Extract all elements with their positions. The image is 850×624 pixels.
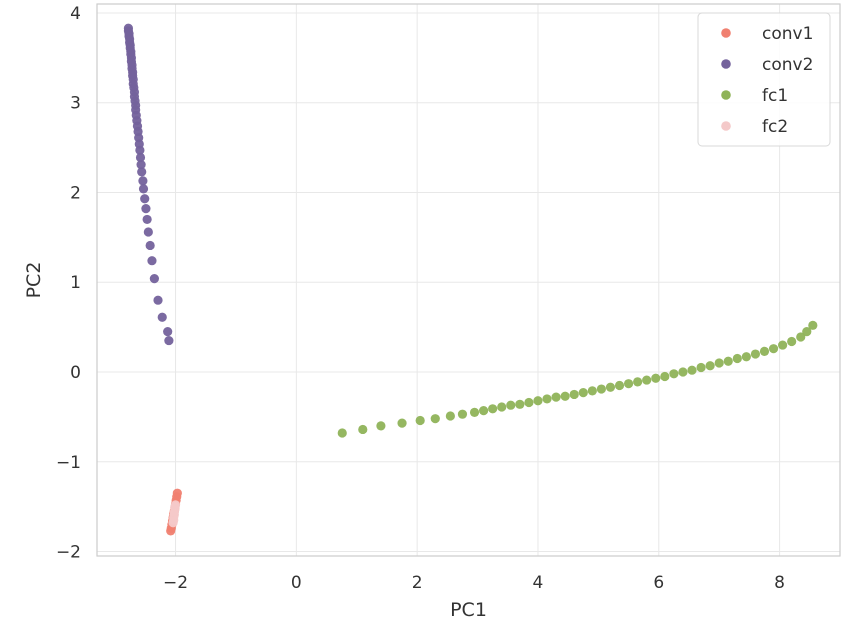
data-point-fc1 [796,332,806,342]
data-point-fc1 [787,336,797,347]
data-point-fc1 [623,379,634,389]
data-point-fc1 [488,404,498,414]
data-point-fc1 [750,349,761,359]
series-fc2 [168,500,181,528]
x-tick-label: −2 [163,573,188,593]
data-point-fc1 [714,358,724,368]
legend-box [697,12,831,147]
data-point-fc1 [605,382,616,392]
legend-label-conv2: conv2 [762,55,813,75]
data-point-fc1 [596,384,606,394]
data-point-conv2 [140,194,150,204]
x-tick-label: 8 [774,573,785,593]
data-point-fc1 [778,340,788,350]
legend-marker-conv1 [721,28,731,38]
x-tick-label: 4 [533,573,544,593]
data-point-fc1 [524,397,534,408]
data-point-conv2 [138,176,148,186]
data-point-fc1 [687,365,697,375]
data-point-fc1 [469,407,480,417]
data-point-conv2 [142,214,152,225]
data-point-fc1 [759,346,770,356]
data-point-fc1 [651,373,661,383]
data-point-fc1 [569,389,579,400]
data-point-fc1 [587,386,597,396]
legend-marker-fc1 [721,90,731,100]
data-point-conv1 [172,488,182,498]
series-fc1 [337,320,818,438]
data-point-conv2 [163,327,173,337]
data-point-fc1 [497,402,507,412]
x-axis-ticks: −2 0 2 4 6 8 [163,573,785,593]
data-point-fc1 [445,411,455,421]
data-point-fc1 [479,405,489,416]
legend-marker-fc2 [721,121,731,131]
legend: conv1 conv2 fc1 fc2 [697,12,831,147]
data-point-fc1 [515,399,525,409]
x-axis-label: PC1 [450,599,487,621]
data-point-fc1 [358,424,368,435]
data-point-conv2 [141,204,151,214]
data-point-fc1 [415,415,425,426]
x-tick-label: 0 [291,573,302,593]
y-tick-label: 0 [70,363,81,383]
data-point-conv2 [138,184,149,194]
data-point-fc1 [660,371,670,382]
data-point-conv2 [135,145,145,155]
data-point-fc1 [808,320,818,330]
legend-label-fc1: fc1 [762,86,788,106]
data-point-conv2 [143,227,153,237]
y-tick-label: 2 [70,183,81,203]
y-tick-label: −2 [56,543,81,563]
data-point-conv2 [149,274,159,284]
data-points [123,23,818,536]
y-tick-label: −1 [56,453,81,473]
data-point-fc1 [642,375,652,385]
y-tick-label: 4 [70,4,81,24]
data-point-fc1 [533,396,543,406]
data-point-fc1 [560,391,570,401]
data-point-fc1 [614,380,625,391]
y-tick-label: 3 [70,94,81,114]
data-point-fc1 [802,327,812,337]
legend-label-fc2: fc2 [762,117,788,137]
data-point-fc1 [705,361,715,371]
data-point-fc1 [430,414,440,424]
x-tick-label: 2 [412,573,423,593]
y-axis-label: PC2 [23,262,45,299]
data-point-fc1 [696,362,706,373]
y-axis-ticks: −2 −1 0 1 2 3 4 [56,4,81,563]
data-point-fc1 [457,409,468,419]
data-point-conv2 [153,295,163,305]
data-point-fc1 [633,377,643,387]
data-point-fc1 [506,400,516,410]
data-point-fc1 [732,353,742,364]
data-point-fc1 [542,394,552,404]
y-tick-label: 1 [70,273,81,293]
data-point-fc1 [669,369,679,379]
data-point-fc1 [397,418,407,428]
data-point-fc1 [376,421,386,431]
data-point-fc1 [723,356,733,366]
data-point-conv2 [136,160,146,170]
series-conv2 [123,23,174,346]
data-point-fc1 [551,392,561,402]
data-point-conv2 [145,240,155,251]
data-point-conv2 [135,152,146,163]
data-point-fc1 [768,344,779,354]
data-point-conv2 [137,167,147,177]
legend-label-conv1: conv1 [762,24,813,44]
legend-marker-conv2 [721,59,731,69]
data-point-conv2 [164,335,174,346]
x-tick-label: 6 [653,573,664,593]
data-point-fc1 [337,428,347,438]
plot-frame [96,3,841,557]
data-point-conv2 [147,256,157,266]
data-point-fc1 [741,352,751,362]
data-point-fc2 [170,500,181,510]
data-point-fc1 [678,367,688,377]
data-point-fc1 [578,388,588,398]
data-point-conv2 [157,312,167,322]
